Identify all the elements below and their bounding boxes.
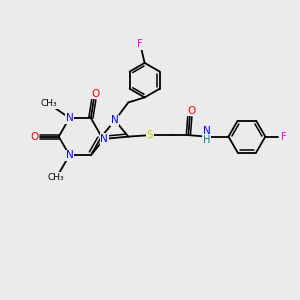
Text: N: N [66, 113, 73, 123]
Text: H: H [203, 136, 211, 146]
Text: N: N [111, 115, 119, 125]
Text: F: F [281, 132, 287, 142]
Text: O: O [91, 88, 99, 99]
Text: F: F [137, 40, 143, 50]
Text: N: N [66, 150, 73, 160]
Text: CH₃: CH₃ [48, 173, 64, 182]
Text: CH₃: CH₃ [40, 99, 57, 108]
Text: O: O [30, 132, 38, 142]
Text: N: N [203, 126, 211, 136]
Text: N: N [100, 134, 108, 144]
Text: S: S [146, 130, 153, 140]
Text: O: O [187, 106, 195, 116]
